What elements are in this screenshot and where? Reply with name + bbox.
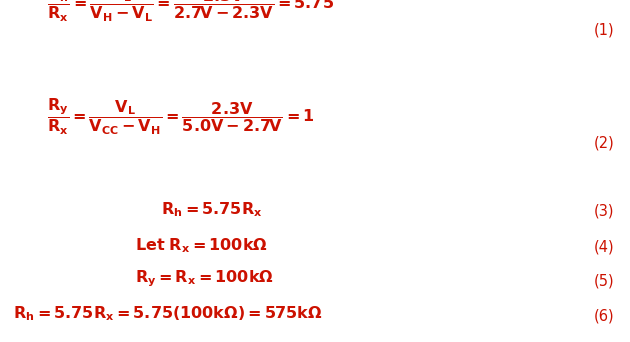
Text: (2): (2) — [593, 135, 614, 150]
Text: $\mathbf{R_h = 5.75R_x = 5.75(100k\Omega) = 575k\Omega}$: $\mathbf{R_h = 5.75R_x = 5.75(100k\Omega… — [13, 304, 322, 323]
Text: $\mathbf{\dfrac{R_y}{R_x} = \dfrac{V_L}{V_{CC} - V_H} = \dfrac{2.3V}{5.0V - 2.7V: $\mathbf{\dfrac{R_y}{R_x} = \dfrac{V_L}{… — [47, 96, 315, 137]
Text: $\mathbf{\dfrac{R_h}{R_x} = \dfrac{V_L}{V_H - V_L} = \dfrac{2.3V}{2.7V - 2.3V} =: $\mathbf{\dfrac{R_h}{R_x} = \dfrac{V_L}{… — [47, 0, 335, 24]
Text: (6): (6) — [593, 308, 614, 323]
Text: (1): (1) — [593, 23, 614, 38]
Text: (3): (3) — [593, 204, 614, 219]
Text: $\mathbf{R_y = R_x = 100k\Omega}$: $\mathbf{R_y = R_x = 100k\Omega}$ — [135, 268, 274, 289]
Text: (4): (4) — [593, 240, 614, 255]
Text: $\mathbf{Let\ R_x = 100k\Omega}$: $\mathbf{Let\ R_x = 100k\Omega}$ — [135, 236, 268, 255]
Text: (5): (5) — [593, 274, 614, 289]
Text: $\mathbf{R_h = 5.75R_x}$: $\mathbf{R_h = 5.75R_x}$ — [161, 200, 262, 219]
